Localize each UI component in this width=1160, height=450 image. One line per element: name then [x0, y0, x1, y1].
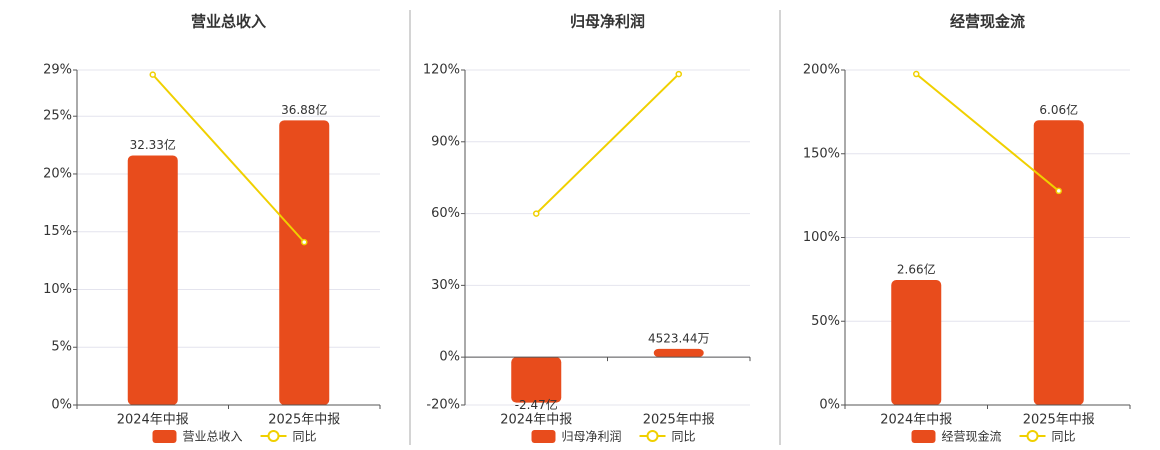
value-label: 32.33亿 [130, 137, 176, 152]
point [533, 210, 540, 217]
x-tick-label: 2025年中报 [1023, 413, 1095, 428]
bar [127, 155, 178, 405]
chart-title: 归母净利润 [570, 13, 645, 31]
point [149, 71, 156, 78]
x-tick-label: 2025年中报 [268, 413, 340, 428]
value-label: 2.66亿 [897, 262, 936, 277]
y-tick-label: 90% [431, 134, 460, 149]
point [913, 70, 920, 78]
y-tick-label: 120% [423, 63, 460, 78]
chart-title: 营业总收入 [191, 13, 266, 31]
y-tick-label: 200% [803, 63, 840, 78]
y-tick-label: -20% [426, 398, 460, 413]
legend-swatch [152, 430, 177, 443]
bar [891, 280, 942, 405]
y-tick-label: 5% [51, 340, 72, 355]
x-tick-label: 2024年中报 [500, 413, 572, 428]
line [152, 73, 305, 243]
x-tick-label: 2024年中报 [117, 413, 189, 428]
y-tick-label: 10% [43, 282, 72, 297]
point [675, 70, 682, 78]
y-tick-label: 0% [819, 398, 840, 413]
y-tick-label: 29% [43, 63, 72, 78]
y-tick-label: 0% [439, 350, 460, 365]
point [1055, 187, 1062, 195]
bar [1033, 120, 1084, 405]
legend-label: 经营现金流 [942, 429, 1002, 444]
bar [511, 357, 562, 403]
legend-swatch [267, 430, 280, 442]
chart-title: 经营现金流 [950, 13, 1025, 31]
y-tick-label: 150% [803, 146, 840, 161]
point [301, 238, 308, 246]
legend-swatch [1026, 430, 1039, 442]
bar [653, 348, 704, 358]
y-tick-label: 25% [43, 109, 72, 124]
bar [279, 120, 330, 406]
x-tick-label: 2024年中报 [880, 413, 952, 428]
y-tick-label: 30% [431, 278, 460, 293]
legend-swatch [646, 430, 659, 442]
y-tick-label: 60% [431, 206, 460, 221]
value-label: 6.06亿 [1039, 102, 1078, 117]
legend-swatch [531, 430, 556, 443]
y-tick-label: 15% [43, 224, 72, 239]
y-tick-label: 0% [51, 398, 72, 413]
legend-label: 归母净利润 [562, 430, 622, 444]
legend-label: 同比 [672, 430, 696, 444]
y-tick-label: 100% [803, 230, 840, 245]
legend-swatch [911, 430, 936, 443]
value-label: 36.88亿 [281, 102, 327, 117]
x-tick-label: 2025年中报 [643, 413, 715, 428]
value-label: -2.47亿 [515, 397, 558, 412]
y-tick-label: 20% [43, 166, 72, 181]
legend-label: 同比 [293, 430, 317, 444]
y-tick-label: 50% [811, 314, 840, 329]
line [535, 73, 680, 215]
legend-label: 营业总收入 [183, 430, 243, 444]
value-label: 4523.44万 [648, 331, 710, 345]
legend-label: 同比 [1052, 430, 1076, 444]
line [915, 73, 1060, 192]
